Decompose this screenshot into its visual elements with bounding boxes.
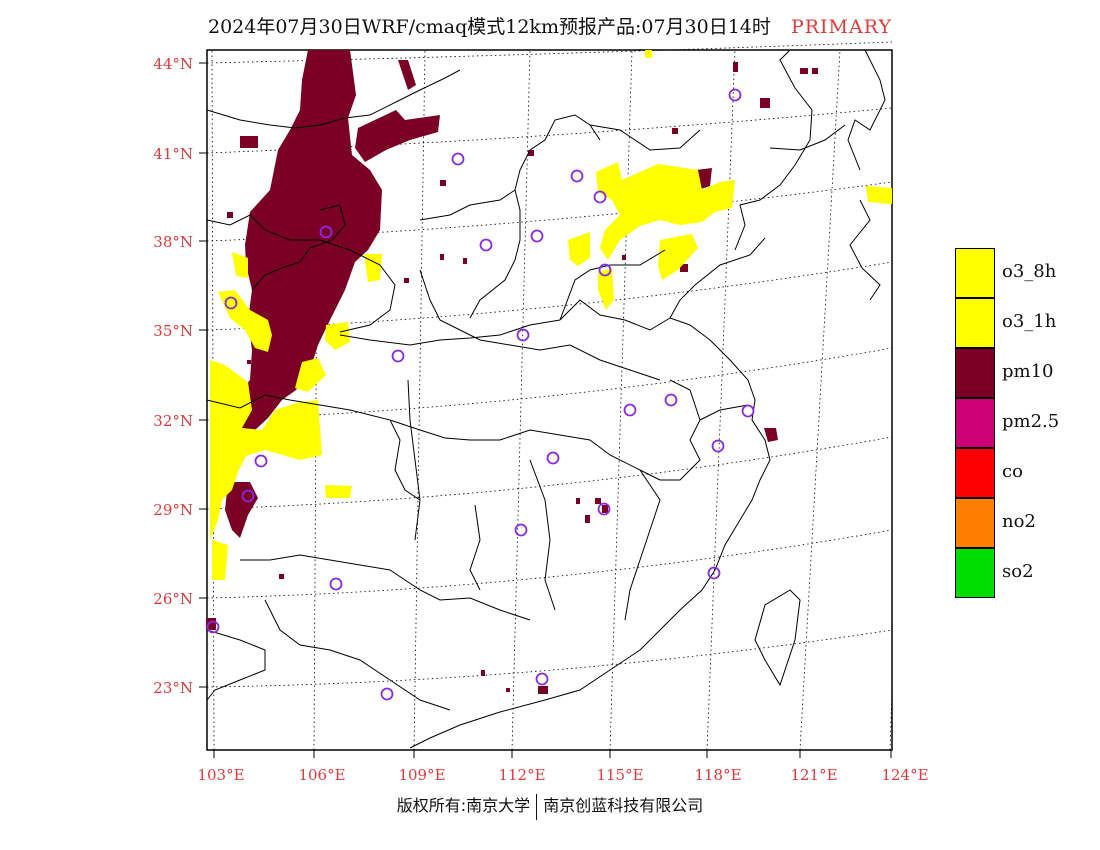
o3-areas <box>210 50 892 580</box>
station-marker <box>597 502 611 516</box>
station-marker <box>623 403 637 417</box>
lat-label: 38°N <box>153 233 193 251</box>
map-title: 2024年07月30日WRF/cmaq模式12km预报产品:07月30日14时 … <box>0 12 1100 39</box>
station-marker <box>479 238 493 252</box>
legend-swatch <box>955 248 995 298</box>
lon-label: 109°E <box>398 766 445 784</box>
legend-label: o3_1h <box>1002 311 1057 332</box>
legend-swatch <box>955 448 995 498</box>
lat-label: 35°N <box>153 322 193 340</box>
lon-label: 121°E <box>790 766 837 784</box>
lat-ticks <box>199 62 207 688</box>
legend-label: pm2.5 <box>1002 411 1060 432</box>
station-marker <box>224 296 238 310</box>
station-marker <box>391 349 405 363</box>
lon-label: 106°E <box>298 766 345 784</box>
station-marker <box>206 620 220 634</box>
lat-label: 32°N <box>153 412 193 430</box>
station-marker <box>728 88 742 102</box>
legend-label: no2 <box>1002 511 1036 532</box>
lon-label: 112°E <box>498 766 545 784</box>
copyright-right: 南京创蓝科技有限公司 <box>543 796 704 815</box>
legend-label: pm10 <box>1002 361 1054 382</box>
station-marker <box>707 566 721 580</box>
lat-label: 29°N <box>153 501 193 519</box>
legend-label: o3_8h <box>1002 261 1057 282</box>
lat-label: 44°N <box>153 55 193 73</box>
station-marker <box>451 152 465 166</box>
station-marker <box>546 451 560 465</box>
legend-item-o3-1h: o3_1h <box>955 298 1095 348</box>
station-marker <box>514 523 528 537</box>
legend-label: so2 <box>1002 561 1034 582</box>
station-marker <box>380 687 394 701</box>
station-marker <box>593 190 607 204</box>
legend-item-o3-8h: o3_8h <box>955 248 1095 298</box>
legend-item-pm2-5: pm2.5 <box>955 398 1095 448</box>
station-marker <box>711 439 725 453</box>
station-marker <box>664 393 678 407</box>
lon-ticks <box>213 750 892 758</box>
legend-swatch <box>955 498 995 548</box>
station-marker <box>241 489 255 503</box>
legend-swatch <box>955 548 995 598</box>
legend-item-co: co <box>955 448 1095 498</box>
copyright-footer: 版权所有:南京大学 南京创蓝科技有限公司 <box>0 792 1100 820</box>
station-marker <box>570 169 584 183</box>
legend-label: co <box>1002 461 1023 482</box>
legend-item-so2: so2 <box>955 548 1095 598</box>
legend-swatch <box>955 298 995 348</box>
lon-label: 115°E <box>596 766 643 784</box>
station-marker <box>530 229 544 243</box>
station-marker <box>329 577 343 591</box>
station-marker <box>254 454 268 468</box>
legend-swatch <box>955 348 995 398</box>
copyright-left: 版权所有:南京大学 <box>396 796 531 815</box>
pollutant-legend: o3_8h o3_1h pm10 pm2.5 co no2 so2 <box>955 248 1095 598</box>
station-marker <box>535 672 549 686</box>
lon-label: 124°E <box>881 766 928 784</box>
title-text: 2024年07月30日WRF/cmaq模式12km预报产品:07月30日14时 <box>207 16 771 38</box>
station-marker <box>741 404 755 418</box>
stations <box>206 88 755 701</box>
title-tag: PRIMARY <box>790 16 892 38</box>
station-marker <box>516 328 530 342</box>
pm10-specks <box>227 62 818 694</box>
station-marker <box>319 225 333 239</box>
lon-label: 103°E <box>197 766 244 784</box>
lat-label: 23°N <box>153 679 193 697</box>
lat-label: 41°N <box>153 145 193 163</box>
lon-label: 118°E <box>694 766 741 784</box>
legend-swatch <box>955 398 995 448</box>
station-marker <box>598 263 612 277</box>
legend-item-no2: no2 <box>955 498 1095 548</box>
legend-item-pm10: pm10 <box>955 348 1095 398</box>
boundaries <box>206 49 886 749</box>
lat-label: 26°N <box>153 590 193 608</box>
graticule <box>206 41 893 751</box>
footer-divider <box>536 793 538 820</box>
